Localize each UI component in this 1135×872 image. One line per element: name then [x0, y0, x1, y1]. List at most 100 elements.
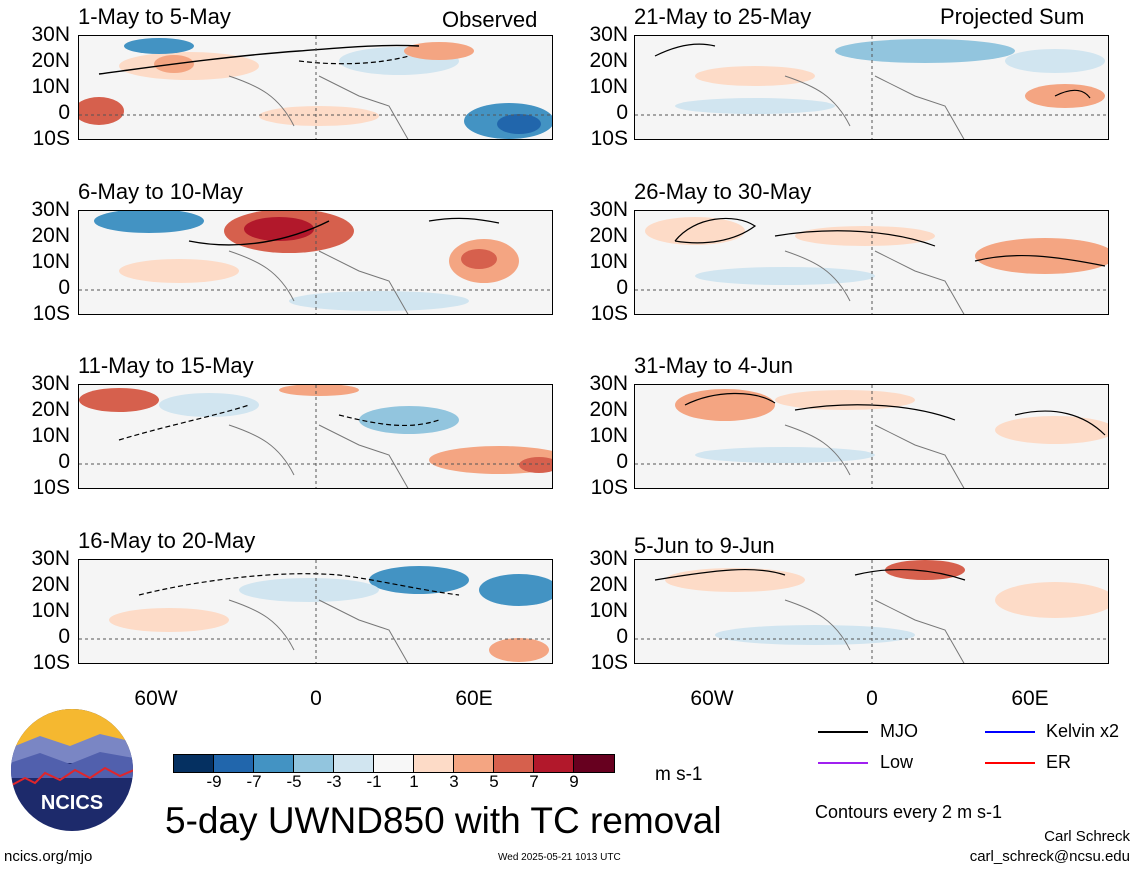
panel-title: 26-May to 30-May — [634, 179, 812, 204]
colorbar-swatch — [174, 755, 214, 772]
lat-label: 0 — [58, 625, 70, 648]
lat-label: 20N — [589, 398, 628, 421]
lat-label: 20N — [589, 224, 628, 247]
lat-label: 10N — [31, 599, 70, 622]
lon-label: 60W — [690, 687, 734, 710]
lon-label: 0 — [310, 687, 322, 710]
map-panel — [634, 210, 1109, 315]
colorbar-label: 1 — [409, 772, 419, 791]
panel-title: 6-May to 10-May — [78, 179, 244, 204]
lat-label: 20N — [31, 573, 70, 596]
lat-label: 30N — [31, 547, 70, 570]
footer-url[interactable]: ncics.org/mjo — [4, 848, 93, 865]
lat-label: 10N — [589, 250, 628, 273]
colorbar-label: -5 — [286, 772, 302, 791]
lat-label: 30N — [589, 547, 628, 570]
colorbar-label: 9 — [569, 772, 579, 791]
lat-label: 20N — [31, 224, 70, 247]
legend-low-line — [818, 762, 868, 764]
lat-label: 0 — [616, 450, 628, 473]
lat-label: 10N — [31, 250, 70, 273]
legend-mjo-line — [818, 731, 868, 733]
lat-label: 10S — [590, 127, 628, 150]
lat-label: 30N — [31, 198, 70, 221]
legend-low: Low — [880, 752, 914, 772]
lat-label: 20N — [31, 398, 70, 421]
panel-title: 31-May to 4-Jun — [634, 353, 793, 378]
colorbar-swatch — [214, 755, 254, 772]
ncics-logo: NCICS — [10, 708, 134, 832]
lat-label: 30N — [589, 372, 628, 395]
lon-label: 0 — [866, 687, 878, 710]
main-title: 5-day UWND850 with TC removal — [165, 800, 722, 841]
colorbar-swatch — [574, 755, 614, 772]
lat-label: 20N — [589, 573, 628, 596]
lat-label: 10N — [589, 424, 628, 447]
colorbar-swatch — [254, 755, 294, 772]
colorbar — [173, 754, 615, 773]
colorbar-label: -3 — [326, 772, 342, 791]
lat-label: 10S — [590, 302, 628, 325]
map-panel — [634, 384, 1109, 489]
lat-label: 10S — [590, 651, 628, 674]
colorbar-label: -1 — [366, 772, 382, 791]
observed-label: Observed — [442, 7, 538, 32]
lat-label: 30N — [31, 372, 70, 395]
colorbar-swatch — [294, 755, 334, 772]
panel-title: 21-May to 25-May — [634, 4, 812, 29]
lat-label: 0 — [58, 276, 70, 299]
legend-kelvin-line — [985, 731, 1035, 733]
lat-label: 0 — [616, 276, 628, 299]
footer-author: Carl Schreck — [1044, 828, 1130, 845]
lat-label: 10S — [32, 302, 70, 325]
lat-label: 0 — [616, 625, 628, 648]
lat-label: 0 — [58, 450, 70, 473]
colorbar-swatch — [454, 755, 494, 772]
map-panel — [78, 210, 553, 315]
lat-label: 10S — [32, 651, 70, 674]
panel-title: 16-May to 20-May — [78, 528, 256, 553]
lat-label: 30N — [589, 198, 628, 221]
lat-label: 20N — [31, 49, 70, 72]
logo-text: NCICS — [40, 792, 104, 814]
map-panel — [78, 35, 553, 140]
projected-sum-label: Projected Sum — [940, 4, 1085, 29]
colorbar-label: 3 — [449, 772, 459, 791]
legend-mjo: MJO — [880, 721, 918, 741]
panel-title: 1-May to 5-May — [78, 4, 231, 29]
lat-label: 10N — [31, 424, 70, 447]
panel-title: 5-Jun to 9-Jun — [634, 533, 775, 558]
colorbar-swatch — [494, 755, 534, 772]
colorbar-label: 5 — [489, 772, 499, 791]
lon-label: 60E — [455, 687, 493, 710]
lon-label: 60E — [1011, 687, 1049, 710]
lat-label: 10S — [590, 476, 628, 499]
lat-label: 0 — [58, 101, 70, 124]
panel-title: 11-May to 15-May — [78, 353, 254, 378]
colorbar-label: -9 — [206, 772, 222, 791]
map-panel — [78, 559, 553, 664]
footer-email[interactable]: carl_schreck@ncsu.edu — [969, 848, 1130, 865]
legend-er: ER — [1046, 752, 1072, 772]
lon-label: 60W — [134, 687, 178, 710]
lat-label: 10S — [32, 127, 70, 150]
lat-label: 10N — [31, 75, 70, 98]
map-panel — [634, 559, 1109, 664]
colorbar-swatch — [534, 755, 574, 772]
map-panel — [78, 384, 553, 489]
colorbar-swatch — [414, 755, 454, 772]
contours-note: Contours every 2 m s-1 — [815, 802, 1003, 822]
lat-label: 10S — [32, 476, 70, 499]
footer-timestamp: Wed 2025-05-21 1013 UTC — [498, 852, 621, 863]
colorbar-label: 7 — [529, 772, 539, 791]
colorbar-swatch — [334, 755, 374, 772]
legend-kelvin: Kelvin x2 — [1046, 721, 1120, 741]
lat-label: 10N — [589, 599, 628, 622]
colorbar-units: m s-1 — [655, 764, 703, 785]
lat-label: 0 — [616, 101, 628, 124]
lat-label: 30N — [31, 23, 70, 46]
colorbar-label: -7 — [246, 772, 262, 791]
lat-label: 20N — [589, 49, 628, 72]
map-panel — [634, 35, 1109, 140]
colorbar-swatch — [374, 755, 414, 772]
